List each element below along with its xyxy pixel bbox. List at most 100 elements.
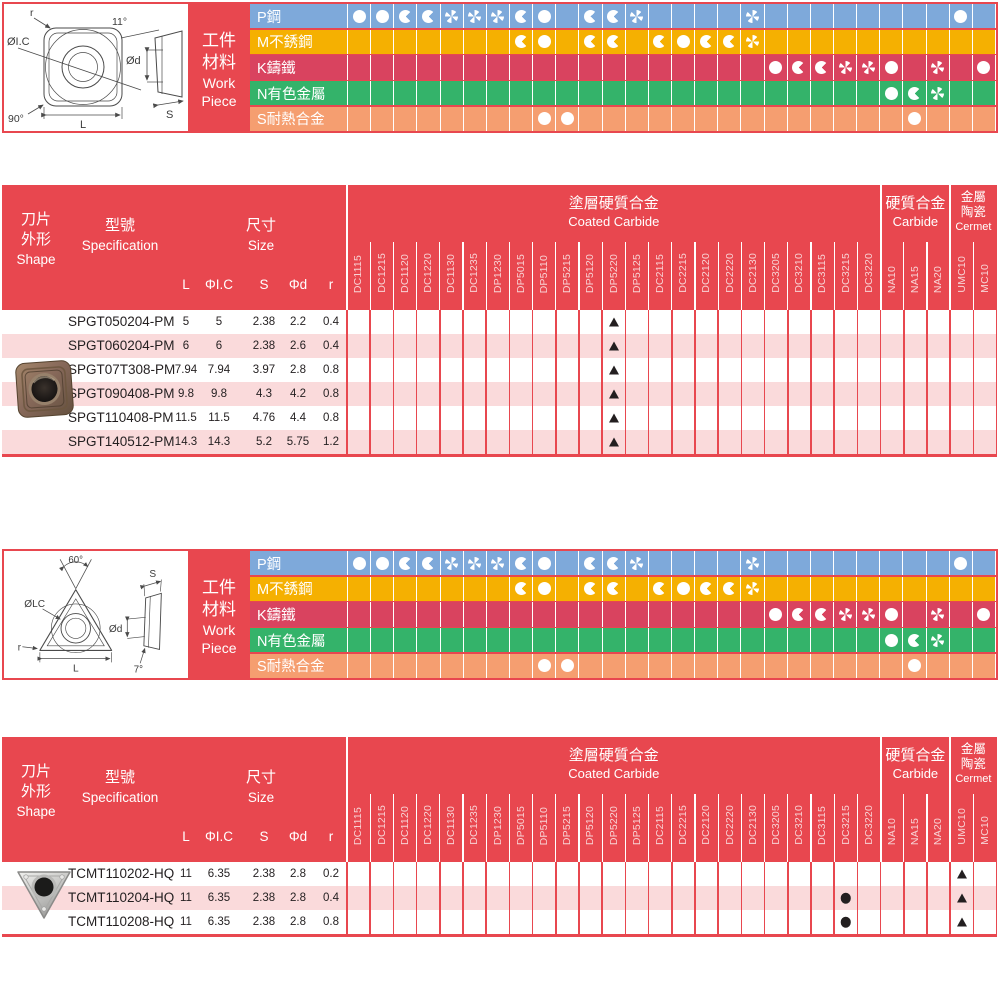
grade-grid-line xyxy=(972,310,975,454)
size-value: 2.38 xyxy=(252,892,276,904)
chart-cell xyxy=(948,55,972,80)
workpiece-zh: 工件 xyxy=(202,31,236,50)
chart-cell xyxy=(439,4,463,29)
pinwheel-mark xyxy=(745,9,759,23)
triangle-mark xyxy=(608,389,619,399)
chart-cell xyxy=(786,653,810,679)
column-separator-line xyxy=(532,242,534,310)
size-value: 7.94 xyxy=(174,364,198,376)
size-value: 7.94 xyxy=(207,364,231,376)
grade-column-label: NA15 xyxy=(909,817,922,845)
chart-cell xyxy=(670,4,694,29)
shape-header-zh: 外形 xyxy=(20,783,51,800)
column-separator-line xyxy=(717,794,719,862)
chart-cell xyxy=(740,4,763,29)
material-cells xyxy=(347,4,996,29)
chart-cell xyxy=(347,4,370,29)
size-value: 11 xyxy=(180,892,192,904)
chart-cell xyxy=(555,576,578,601)
spec-table-header: 刀片 外形 Shape 型號 Specification 尺寸 Size L Φ… xyxy=(2,185,997,310)
chart-cell xyxy=(740,106,763,132)
grade-group-title: 塗層硬質合金 Coated Carbide xyxy=(347,747,881,783)
chart-cell xyxy=(740,55,763,80)
drawing-label-r: r xyxy=(18,642,22,653)
chart-cell xyxy=(879,81,902,106)
chart-cell xyxy=(786,4,810,29)
size-column-header: 尺寸 Size xyxy=(228,768,294,807)
chart-cell xyxy=(370,29,393,54)
chart-cell xyxy=(717,106,740,132)
grade-grid-line xyxy=(926,310,928,454)
chart-cell xyxy=(532,628,555,653)
three-quarter-circle-mark xyxy=(699,582,713,596)
workpiece-en: Work xyxy=(202,622,236,638)
shape-header-en: Shape xyxy=(16,804,56,819)
size-value: 1.2 xyxy=(323,436,339,448)
chart-cell xyxy=(740,81,763,106)
grade-column-label: DC1115 xyxy=(352,806,365,845)
column-separator-line xyxy=(416,794,418,862)
spec-name: SPGT110408-PM xyxy=(68,410,174,425)
grade-column-label: NA20 xyxy=(932,817,945,845)
grade-column-label: DC3205 xyxy=(769,253,782,293)
chart-cell xyxy=(763,653,787,679)
grade-column-label: UMC10 xyxy=(955,256,968,293)
full-circle-mark xyxy=(375,9,389,23)
column-separator-line xyxy=(972,794,974,862)
drawing-label-ic: ØI.C xyxy=(7,36,30,48)
grade-grid-line xyxy=(462,310,464,454)
chart-cell xyxy=(925,81,949,106)
grade-column-label: DP5125 xyxy=(630,805,643,845)
grade-column-label: DC1220 xyxy=(421,253,434,293)
spec-header-en: Specification xyxy=(81,238,159,253)
grade-grid-line xyxy=(485,862,487,934)
column-separator-line xyxy=(972,242,974,310)
chart-cell xyxy=(485,55,509,80)
drawing-label-L: L xyxy=(80,119,86,131)
material-row: K鑄鐵 xyxy=(250,55,996,80)
pinwheel-mark xyxy=(931,608,945,621)
chart-cell xyxy=(971,106,995,132)
size-value: 2.2 xyxy=(290,316,306,328)
full-circle-mark xyxy=(884,61,898,74)
chart-cell xyxy=(370,653,393,679)
chart-cell xyxy=(694,29,717,54)
group-separator-line xyxy=(346,185,348,310)
shape-header-zh: 刀片 xyxy=(20,763,51,780)
grade-grid-line xyxy=(485,310,487,454)
full-circle-mark xyxy=(537,112,551,126)
spec-row: TCMT110208-HQ 11 6.35 2.38 2.8 0.8 xyxy=(2,910,997,934)
chart-cell xyxy=(416,628,439,653)
triangle-mark xyxy=(608,317,619,327)
chart-cell xyxy=(717,29,740,54)
full-circle-mark xyxy=(769,608,783,621)
full-circle-mark xyxy=(884,86,898,100)
grade-grid-line xyxy=(694,310,696,454)
triangle-mark xyxy=(608,437,619,447)
full-circle-mark xyxy=(676,582,690,596)
column-separator-line xyxy=(671,794,673,862)
chart-cell xyxy=(786,628,810,653)
column-separator-line xyxy=(648,242,650,310)
chart-cell xyxy=(647,653,671,679)
grade-group-title: 塗層硬質合金 Coated Carbide xyxy=(347,195,881,231)
full-circle-mark xyxy=(537,582,551,596)
grade-grid-line xyxy=(671,310,673,454)
grade-grid-line xyxy=(369,310,371,454)
grade-grid-line xyxy=(392,862,395,934)
chart-cell xyxy=(578,81,601,106)
three-quarter-circle-mark xyxy=(792,61,806,74)
column-separator-line xyxy=(740,794,742,862)
column-separator-line xyxy=(764,242,766,310)
grade-column-label: DC1130 xyxy=(445,806,458,845)
grade-column-label: DC3215 xyxy=(839,253,852,293)
chart-cell xyxy=(670,81,694,106)
material-label: M不銹鋼 xyxy=(257,582,313,599)
size-value: 4.76 xyxy=(252,412,276,424)
chart-cell xyxy=(393,628,416,653)
three-quarter-circle-mark xyxy=(722,582,736,596)
grade-group-title-zh: 陶瓷 xyxy=(960,757,986,771)
column-separator-line xyxy=(764,794,766,862)
chart-cell xyxy=(694,628,717,653)
three-quarter-circle-mark xyxy=(514,9,528,23)
